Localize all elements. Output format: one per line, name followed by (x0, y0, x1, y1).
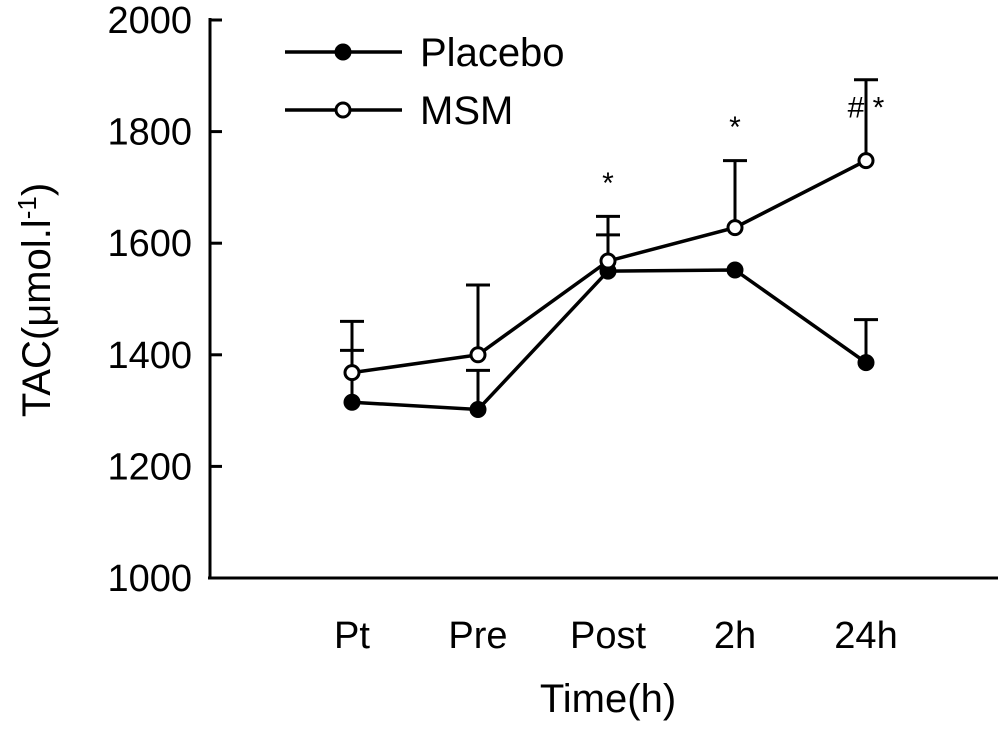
data-point-placebo (469, 400, 487, 418)
legend-marker (334, 43, 352, 61)
legend: Placebo MSM (285, 31, 565, 133)
y-tick-label: 1200 (107, 446, 192, 488)
data-point-msm (857, 152, 875, 170)
legend-label: MSM (420, 89, 513, 133)
axes (208, 18, 998, 580)
legend-label: Placebo (420, 31, 565, 75)
y-tick-label: 1600 (107, 223, 192, 265)
y-axis-label: TAC(μmol.l-1) (12, 183, 59, 417)
data-point-placebo (857, 354, 875, 372)
y-tick-label: 1800 (107, 112, 192, 154)
data-point-msm (599, 252, 617, 270)
x-axis-label: Time(h) (540, 677, 676, 721)
y-tick-label: 1000 (107, 558, 192, 600)
significance-marker: # * (848, 92, 885, 125)
x-tick-label: Pt (334, 615, 370, 657)
legend-marker (334, 101, 352, 119)
data-point-msm (469, 346, 487, 364)
x-tick-label: 2h (714, 615, 756, 657)
y-tick-label: 2000 (107, 0, 192, 42)
y-axis-label-superscript: -1 (12, 196, 42, 219)
x-axis-ticks: Pt Pre Post 2h 24h (334, 615, 898, 657)
x-tick-label: 24h (834, 615, 897, 657)
data-point-placebo (343, 393, 361, 411)
x-tick-label: Pre (448, 615, 507, 657)
y-axis-label-close: ) (15, 183, 59, 196)
y-axis-ticks: 1000 1200 1400 1600 1800 2000 (107, 0, 222, 600)
significance-marker: * (602, 167, 614, 200)
data-point-placebo (726, 261, 744, 279)
data-point-msm (343, 364, 361, 382)
data-point-msm (726, 219, 744, 237)
y-axis-label-main: TAC(μmol.l (15, 219, 59, 417)
y-tick-label: 1400 (107, 335, 192, 377)
significance-marker: * (729, 111, 741, 144)
series-line-placebo (351, 268, 868, 412)
plot-area: * * # * (340, 78, 885, 418)
x-tick-label: Post (570, 615, 646, 657)
